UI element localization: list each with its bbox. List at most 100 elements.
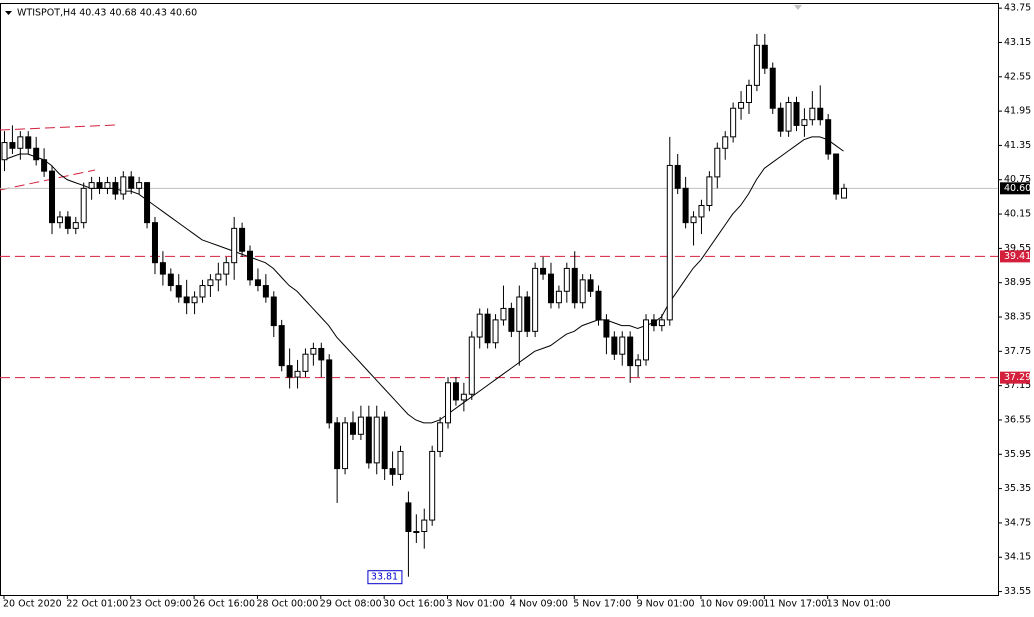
candle-body bbox=[183, 296, 190, 304]
candle-body bbox=[595, 290, 602, 321]
candle-body bbox=[492, 319, 499, 344]
candle-body bbox=[96, 182, 103, 189]
candle-body bbox=[476, 313, 483, 338]
x-tick-label: 23 Oct 09:00 bbox=[130, 599, 192, 610]
candle-body bbox=[698, 204, 705, 218]
candle-body bbox=[104, 182, 111, 189]
candle-body bbox=[207, 279, 214, 287]
candle-body bbox=[247, 250, 254, 281]
candle-body bbox=[738, 102, 745, 109]
candle-body bbox=[841, 187, 848, 199]
candle-body bbox=[223, 262, 230, 275]
candle-body bbox=[809, 107, 816, 121]
candle-body bbox=[41, 159, 48, 172]
x-tick-label: 4 Nov 09:00 bbox=[510, 599, 568, 610]
candle-body bbox=[318, 347, 325, 361]
y-tick-label: 38.95 bbox=[1004, 277, 1031, 288]
candle-body bbox=[191, 296, 198, 304]
y-tick-label: 42.55 bbox=[1004, 71, 1031, 82]
candle-body bbox=[753, 44, 760, 86]
candle-body bbox=[825, 119, 832, 155]
candle-body bbox=[144, 182, 151, 224]
candle-body bbox=[175, 285, 182, 298]
plot-frame bbox=[0, 3, 999, 596]
candle-body bbox=[334, 422, 341, 470]
candle-body bbox=[722, 136, 729, 149]
candle-body bbox=[1, 142, 8, 161]
y-tick-label: 33.55 bbox=[1004, 586, 1031, 597]
y-tick-label: 38.35 bbox=[1004, 312, 1031, 323]
candle-body bbox=[262, 285, 269, 298]
current-price-label: 40.60 bbox=[1004, 183, 1031, 194]
candle-body bbox=[270, 296, 277, 327]
level-label-box bbox=[1000, 250, 1030, 263]
candle-body bbox=[643, 319, 650, 361]
y-tick-label: 36.55 bbox=[1004, 414, 1031, 425]
candle-body bbox=[437, 422, 444, 452]
candle-body bbox=[714, 147, 721, 178]
trend-line bbox=[0, 169, 96, 191]
candle-body bbox=[611, 336, 618, 355]
candle-body bbox=[17, 136, 24, 149]
candle-body bbox=[801, 119, 808, 126]
candle-body bbox=[603, 319, 610, 338]
candle-body bbox=[429, 450, 436, 521]
candle-body bbox=[674, 164, 681, 189]
candle-body bbox=[793, 102, 800, 126]
candle-body bbox=[120, 176, 127, 195]
candle-body bbox=[286, 365, 293, 378]
candle-body bbox=[817, 107, 824, 121]
low-marker-box bbox=[367, 570, 403, 585]
x-tick-label: 11 Nov 17:00 bbox=[763, 599, 827, 610]
candle-body bbox=[254, 279, 261, 287]
candle-body bbox=[80, 187, 87, 224]
candle-body bbox=[112, 182, 119, 195]
candle-body bbox=[136, 182, 143, 189]
x-tick-label: 5 Nov 17:00 bbox=[573, 599, 631, 610]
candle-body bbox=[357, 416, 364, 435]
x-tick-label: 22 Oct 01:00 bbox=[66, 599, 128, 610]
candle-body bbox=[706, 176, 713, 206]
candle-body bbox=[658, 319, 665, 327]
candle-body bbox=[231, 227, 238, 264]
level-label-box bbox=[1000, 371, 1030, 384]
candle-body bbox=[627, 336, 634, 367]
candle-body bbox=[524, 296, 531, 332]
candle-body bbox=[761, 44, 768, 69]
menu-arrow bbox=[5, 11, 12, 15]
candle-body bbox=[405, 502, 412, 533]
level-label: 39.41 bbox=[1004, 251, 1031, 262]
candle-body bbox=[215, 273, 222, 281]
x-tick-label: 30 Oct 16:00 bbox=[383, 599, 445, 610]
y-tick-label: 34.15 bbox=[1004, 552, 1031, 563]
chart-title: WTISPOT,H4 40.43 40.68 40.43 40.60 bbox=[17, 8, 197, 19]
candle-body bbox=[579, 279, 586, 304]
candle-body bbox=[445, 382, 452, 424]
x-tick-label: 28 Oct 00:00 bbox=[256, 599, 318, 610]
y-tick-label: 35.35 bbox=[1004, 483, 1031, 494]
y-tick-label: 39.55 bbox=[1004, 243, 1031, 254]
candle-body bbox=[635, 359, 642, 367]
current-price-box bbox=[1000, 182, 1030, 195]
candle-body bbox=[563, 267, 570, 292]
candle-body bbox=[619, 336, 626, 355]
candle-body bbox=[508, 307, 515, 332]
candle-body bbox=[650, 319, 657, 327]
trend-line bbox=[0, 124, 116, 131]
candle-body bbox=[239, 227, 246, 252]
candle-body bbox=[540, 267, 547, 275]
candle-body bbox=[745, 84, 752, 104]
candle-body bbox=[547, 273, 554, 304]
y-tick-label: 34.75 bbox=[1004, 517, 1031, 528]
candle-body bbox=[302, 353, 309, 372]
y-tick-label: 40.15 bbox=[1004, 209, 1031, 220]
candle-body bbox=[72, 222, 79, 229]
candle-body bbox=[777, 107, 784, 132]
candle-body bbox=[365, 416, 372, 464]
level-label: 37.29 bbox=[1004, 372, 1031, 383]
candle-body bbox=[9, 142, 16, 149]
candle-body bbox=[373, 416, 380, 464]
x-tick-label: 20 Oct 2020 bbox=[3, 599, 62, 610]
candle-body bbox=[49, 170, 56, 224]
